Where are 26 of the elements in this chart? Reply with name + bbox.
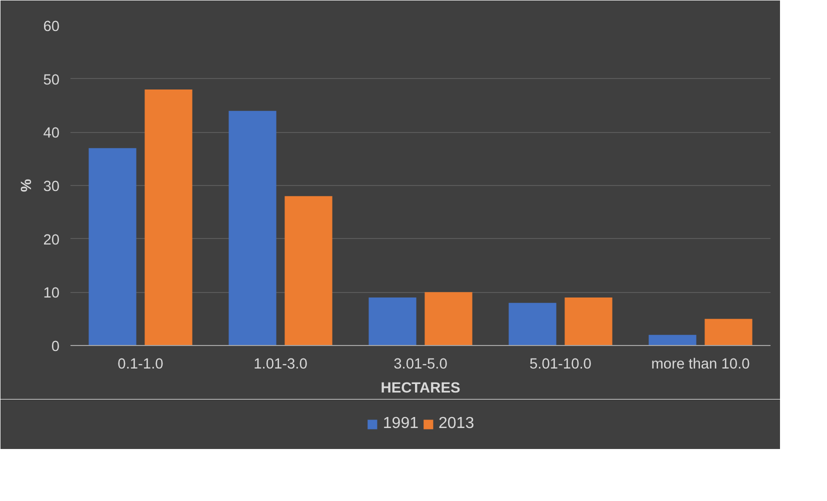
legend-label: 2013 (438, 415, 474, 433)
bar (424, 292, 472, 346)
bar (144, 90, 192, 346)
x-axis-title: HECTARES (380, 380, 460, 396)
y-tick-label: 40 (43, 126, 60, 142)
bar (564, 298, 612, 346)
y-tick-label: 20 (43, 232, 60, 248)
x-tick-label: more than 10.0 (651, 356, 750, 372)
x-tick-label: 3.01-5.0 (394, 356, 448, 372)
bar (508, 302, 556, 346)
x-tick-label: 0.1-1.0 (118, 356, 164, 372)
y-axis-title: % (19, 178, 36, 192)
y-tick-label: 60 (43, 19, 60, 35)
y-tick-label: 50 (43, 72, 60, 88)
x-tick-label: 1.01-3.0 (254, 356, 308, 372)
y-tick-label: 30 (43, 179, 60, 195)
y-tick-label: 0 (51, 339, 60, 355)
bar (88, 148, 136, 346)
legend-label: 1991 (382, 415, 418, 433)
y-tick-label: 10 (43, 286, 60, 302)
bar (704, 318, 752, 346)
bar (648, 334, 696, 346)
bar (284, 196, 332, 346)
x-tick-label: 5.01-10.0 (530, 356, 592, 372)
bar (368, 298, 416, 346)
bar (228, 110, 276, 346)
